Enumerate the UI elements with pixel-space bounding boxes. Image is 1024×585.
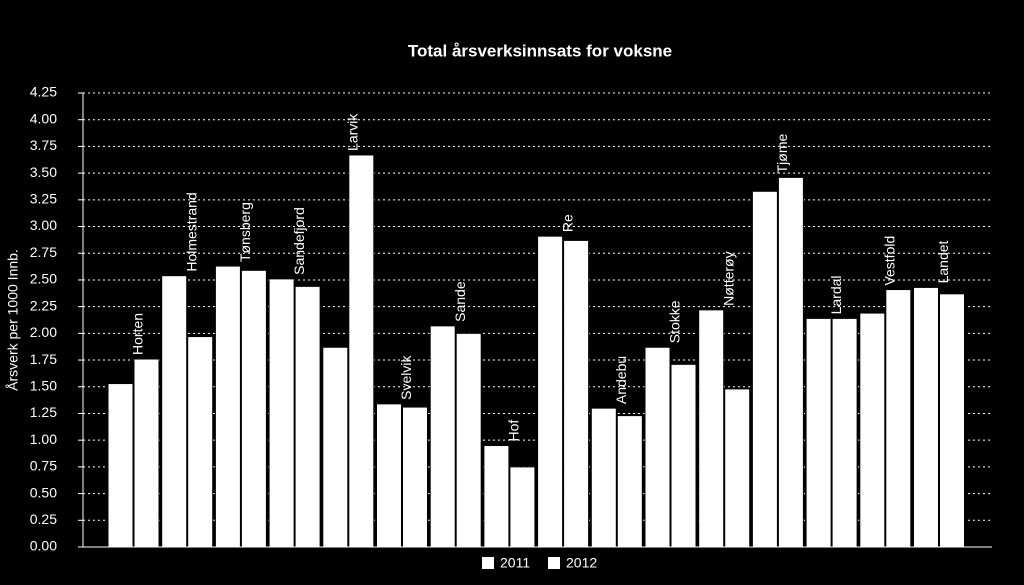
y-tick-label: 0.50 (30, 484, 57, 500)
category-label: Horten (130, 313, 146, 355)
legend-label: 2012 (566, 555, 597, 571)
y-tick-label: 1.25 (30, 404, 57, 420)
bar (777, 176, 804, 548)
legend-swatch (548, 557, 560, 569)
category-label: Stokke (667, 300, 683, 343)
category-label: Sandefjord (291, 207, 307, 275)
category-label: Nøtterøy (720, 251, 736, 305)
bar (751, 190, 778, 548)
bar (348, 154, 375, 548)
bar (644, 346, 671, 548)
bar (590, 407, 617, 548)
y-tick-label: 0.75 (30, 458, 57, 474)
bar (563, 239, 590, 548)
bar (885, 289, 912, 548)
y-tick-label: 4.25 (30, 84, 57, 100)
bar (455, 332, 482, 548)
bar (831, 317, 858, 548)
bar (670, 363, 697, 548)
y-tick-label: 4.00 (30, 110, 57, 126)
bar (214, 265, 241, 548)
bar (402, 406, 428, 548)
category-label: Vestfold (882, 236, 898, 286)
bar (616, 415, 643, 548)
category-label: Hof (506, 420, 522, 442)
y-tick-label: 0.00 (30, 538, 57, 554)
category-label: Sande (452, 281, 468, 322)
bar (724, 388, 751, 548)
y-tick-label: 1.00 (30, 431, 57, 447)
category-label: Tønsberg (237, 202, 253, 262)
legend-label: 2011 (500, 555, 530, 571)
bar (913, 286, 939, 548)
bar (939, 293, 965, 548)
bar (133, 358, 160, 548)
category-label: Larvik (345, 113, 361, 151)
y-tick-label: 1.50 (30, 377, 57, 393)
y-tick-label: 2.75 (30, 244, 57, 260)
bar (268, 278, 295, 548)
y-axis-title: Årsverk per 1000 Innb. (5, 249, 21, 391)
bar (429, 325, 456, 548)
legend-swatch (482, 557, 494, 569)
y-tick-label: 3.25 (30, 191, 57, 207)
y-tick-label: 3.75 (30, 137, 57, 153)
category-label: Andebu (613, 356, 629, 404)
y-tick-label: 2.00 (30, 324, 57, 340)
y-tick-label: 2.25 (30, 297, 57, 313)
chart-title: Total årsverksinnsats for voksne (408, 41, 672, 60)
bar (483, 445, 510, 548)
category-label: Tjøme (774, 134, 790, 174)
bar (322, 346, 349, 548)
y-tick-label: 1.75 (30, 351, 57, 367)
y-tick-label: 3.50 (30, 164, 57, 180)
category-label: Landet (935, 240, 951, 283)
y-tick-label: 3.00 (30, 217, 57, 233)
category-label: Lardal (828, 275, 844, 314)
y-tick-label: 0.25 (30, 511, 57, 527)
bar (537, 235, 564, 548)
category-label: Svelvik (398, 355, 414, 400)
category-label: Holmestrand (183, 192, 199, 271)
bar (294, 285, 321, 548)
bar (107, 383, 134, 548)
bar (240, 269, 267, 548)
category-label: Re (559, 214, 575, 232)
y-tick-label: 2.50 (30, 271, 57, 287)
bar (509, 466, 536, 548)
bar (376, 403, 402, 548)
bar (161, 275, 188, 548)
bar (859, 312, 886, 548)
bar (187, 336, 214, 548)
bar (805, 317, 832, 548)
bar (698, 309, 725, 548)
